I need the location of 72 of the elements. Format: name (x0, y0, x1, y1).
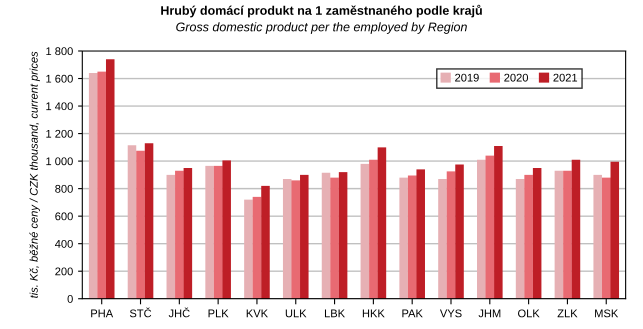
y-tick-label: 1 200 (46, 130, 73, 138)
bar (166, 174, 176, 299)
bar (291, 180, 300, 299)
y-tick-label: 1 400 (46, 102, 73, 110)
x-tick-label: MSK (595, 309, 618, 318)
bar (408, 176, 416, 299)
y-tick-label: 600 (55, 212, 73, 220)
bar (455, 164, 464, 299)
chart-title: Hrubý domácí produkt na 1 zaměstnaného podle krajů (161, 4, 482, 18)
bar (369, 160, 378, 299)
bar (252, 196, 262, 299)
y-tick-label: 400 (54, 240, 73, 248)
x-tick-label: OLK (518, 309, 540, 318)
bar (399, 178, 408, 299)
bar (97, 72, 106, 299)
bar (486, 156, 494, 299)
bar (446, 171, 456, 299)
x-tick-label: PAK (402, 310, 423, 318)
bar (516, 178, 524, 299)
bar (360, 164, 370, 299)
y-tick-label: 1 000 (46, 157, 73, 166)
x-tick-label: PLK (208, 310, 229, 318)
y-tick-label: 1 800 (46, 47, 73, 56)
bar (593, 174, 602, 299)
bar (416, 169, 425, 299)
bar (184, 168, 192, 299)
bar (322, 172, 330, 299)
bar (261, 186, 270, 299)
bar (378, 147, 386, 299)
legend-label: 2021 (553, 74, 578, 82)
x-tick-label: LBK (324, 310, 345, 318)
bar (205, 166, 214, 299)
bar (554, 170, 564, 299)
x-tick-label: VYS (440, 309, 462, 318)
x-tick-label: PHA (91, 310, 114, 318)
y-axis-title: tis. Kč, běžné ceny / CZK thousand, current prices (29, 52, 40, 298)
bar (330, 178, 339, 299)
bar (106, 59, 115, 299)
chart-subtitle: Gross domestic product per the employed by Region (176, 22, 467, 34)
bar (524, 174, 533, 299)
bar (494, 146, 503, 299)
bar (300, 174, 309, 299)
bar (438, 178, 447, 299)
bar (532, 168, 542, 299)
x-tick-label: HKK (362, 310, 385, 318)
legend-label: 2020 (504, 74, 528, 82)
bar (282, 178, 292, 299)
bar (128, 145, 136, 299)
y-tick-label: 1 600 (46, 74, 73, 83)
bar (88, 73, 98, 299)
bar (602, 178, 611, 299)
legend-label: 2019 (455, 74, 479, 82)
x-tick-label: ZLK (558, 310, 578, 318)
bar (244, 200, 253, 299)
x-tick-label: STČ (130, 307, 152, 318)
bar (610, 162, 620, 299)
x-tick-label: JHČ (168, 307, 190, 318)
bar (175, 170, 184, 299)
y-tick-label: 200 (55, 267, 73, 276)
y-tick-label: 0 (68, 295, 73, 303)
x-tick-label: JHM (478, 310, 500, 318)
bar (477, 160, 486, 299)
x-tick-label: ULK (286, 310, 306, 318)
bar (572, 160, 580, 299)
bar (214, 166, 222, 299)
bar (136, 150, 145, 299)
bar (338, 172, 348, 299)
bar (144, 143, 154, 299)
x-tick-label: KVK (246, 310, 268, 318)
bar (563, 170, 572, 299)
y-tick-label: 800 (55, 184, 73, 193)
bar (222, 160, 231, 299)
